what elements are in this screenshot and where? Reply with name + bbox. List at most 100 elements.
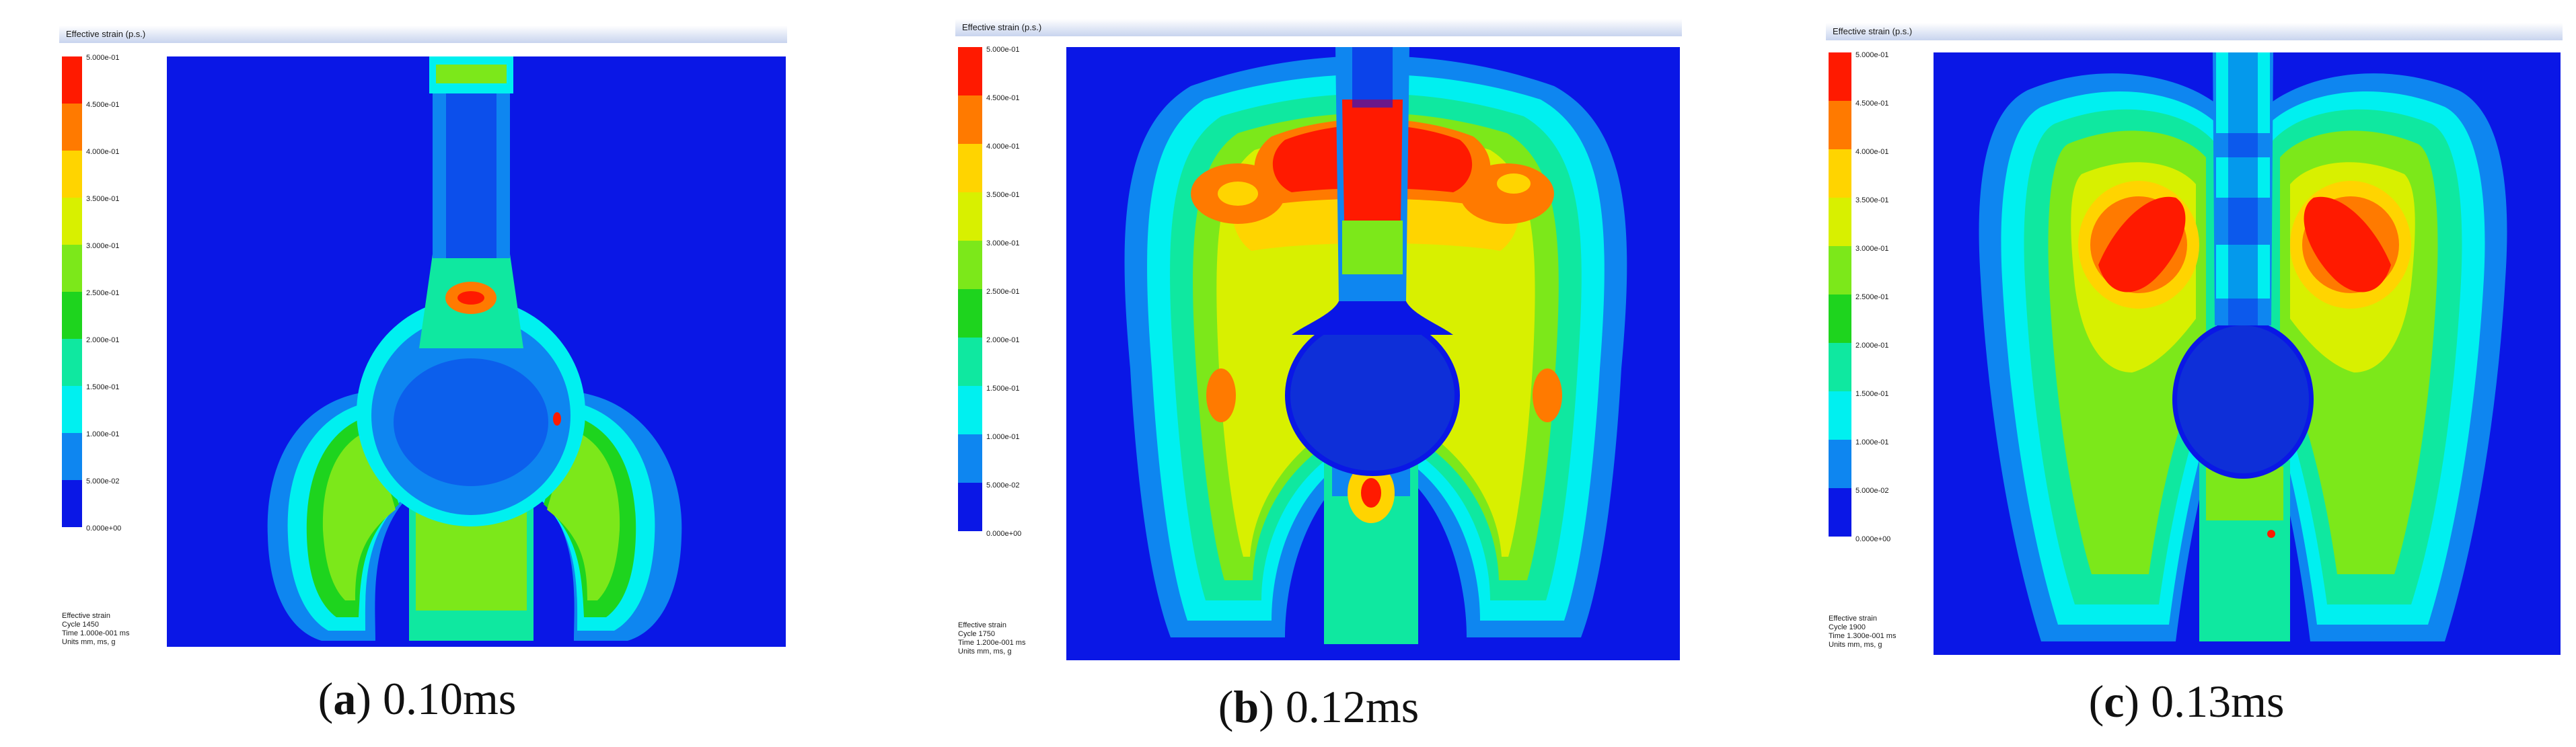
legend-tick: 1.500e-01 bbox=[1855, 390, 1889, 398]
info-block: Effective strain Cycle 1900 Time 1.300e-… bbox=[1829, 615, 1896, 650]
header-bar: Effective strain (p.s.) bbox=[955, 19, 1682, 36]
contour-plot-c bbox=[1829, 52, 2561, 655]
caption-letter: b bbox=[1233, 681, 1259, 732]
legend-swatch bbox=[62, 245, 82, 292]
header-bar: Effective strain (p.s.) bbox=[59, 26, 787, 43]
legend-swatch bbox=[958, 483, 982, 531]
legend-tick: 1.000e-01 bbox=[986, 433, 1020, 441]
legend-swatch bbox=[1829, 246, 1851, 294]
header-bar: Effective strain (p.s.) bbox=[1826, 23, 2563, 40]
legend-tick: 5.000e-02 bbox=[1855, 487, 1889, 495]
legend-tick: 4.000e-01 bbox=[86, 148, 120, 156]
legend-bar bbox=[958, 47, 982, 531]
info-line: Cycle 1450 bbox=[62, 621, 100, 629]
info-line: Cycle 1750 bbox=[958, 630, 996, 638]
legend-swatch bbox=[62, 386, 82, 433]
legend-tick: 3.000e-01 bbox=[1855, 245, 1889, 253]
caption-a: (a) 0.10ms bbox=[318, 673, 517, 724]
legend-tick: 4.500e-01 bbox=[1855, 100, 1889, 108]
simulation-frame-c: Effective strain (p.s.) bbox=[1826, 23, 2563, 662]
legend-swatch bbox=[62, 56, 82, 104]
legend-swatch bbox=[1829, 52, 1851, 101]
legend-tick: 2.500e-01 bbox=[86, 289, 120, 297]
legend-swatch bbox=[62, 292, 82, 339]
info-line: Effective strain bbox=[1829, 615, 1877, 623]
legend-tick: 2.500e-01 bbox=[986, 288, 1020, 296]
caption-time: 0.12ms bbox=[1285, 681, 1420, 732]
info-line: Time 1.000e-001 ms bbox=[62, 629, 130, 637]
legend-swatch bbox=[62, 151, 82, 198]
header-text: Effective strain (p.s.) bbox=[962, 22, 1042, 32]
legend-tick: 1.000e-01 bbox=[86, 430, 120, 438]
legend-tick: 4.000e-01 bbox=[986, 143, 1020, 151]
legend-tick: 5.000e-01 bbox=[86, 54, 120, 62]
legend-swatch bbox=[958, 192, 982, 241]
legend-swatch bbox=[62, 339, 82, 386]
legend-tick: 0.000e+00 bbox=[1855, 535, 1891, 543]
legend-tick: 2.000e-01 bbox=[86, 336, 120, 344]
caption-time: 0.13ms bbox=[2151, 676, 2285, 727]
legend-swatch bbox=[958, 144, 982, 192]
legend-swatch bbox=[1829, 440, 1851, 488]
caption-time: 0.10ms bbox=[382, 673, 517, 724]
caption-c: (c) 0.13ms bbox=[2088, 676, 2285, 727]
legend-tick: 3.000e-01 bbox=[986, 239, 1020, 247]
legend-swatch bbox=[958, 434, 982, 483]
legend-tick: 3.500e-01 bbox=[1855, 196, 1889, 204]
info-line: Cycle 1900 bbox=[1829, 623, 1866, 631]
caption-letter: c bbox=[2104, 676, 2125, 727]
legend-tick: 4.500e-01 bbox=[86, 101, 120, 109]
legend-tick: 5.000e-02 bbox=[986, 481, 1020, 489]
legend-tick: 2.000e-01 bbox=[986, 336, 1020, 344]
info-line: Time 1.200e-001 ms bbox=[958, 639, 1026, 647]
simulation-frame-b: Effective strain (p.s.) bbox=[955, 19, 1682, 668]
info-line: Units mm, ms, g bbox=[958, 647, 1012, 656]
legend-swatch bbox=[1829, 391, 1851, 440]
legend-bar bbox=[1829, 52, 1851, 537]
legend-tick: 1.500e-01 bbox=[86, 383, 120, 391]
legend-swatch bbox=[958, 386, 982, 434]
plot-area bbox=[1066, 47, 1680, 660]
legend-swatch bbox=[958, 241, 982, 289]
header-text: Effective strain (p.s.) bbox=[66, 29, 146, 39]
info-line: Time 1.300e-001 ms bbox=[1829, 632, 1897, 640]
legend-tick: 1.500e-01 bbox=[986, 385, 1020, 393]
legend-tick: 4.000e-01 bbox=[1855, 148, 1889, 156]
info-line: Units mm, ms, g bbox=[1829, 641, 1882, 649]
header-text: Effective strain (p.s.) bbox=[1833, 26, 1913, 36]
contour-plot-b bbox=[958, 47, 1680, 660]
legend-swatch bbox=[958, 289, 982, 338]
legend-swatch bbox=[62, 480, 82, 527]
legend-swatch bbox=[62, 198, 82, 245]
legend-bar bbox=[62, 56, 82, 527]
caption-b: (b) 0.12ms bbox=[1218, 681, 1420, 732]
legend-tick: 4.500e-01 bbox=[986, 94, 1020, 102]
contour-plot-a bbox=[62, 56, 786, 647]
legend-tick: 3.500e-01 bbox=[86, 195, 120, 203]
info-line: Effective strain bbox=[62, 612, 110, 620]
legend-tick: 5.000e-02 bbox=[86, 477, 120, 485]
caption-letter: a bbox=[333, 673, 357, 724]
legend-tick: 3.000e-01 bbox=[86, 242, 120, 250]
legend-swatch bbox=[62, 433, 82, 480]
legend-swatch bbox=[1829, 198, 1851, 246]
info-line: Effective strain bbox=[958, 621, 1006, 629]
legend-swatch bbox=[958, 338, 982, 386]
legend-tick: 5.000e-01 bbox=[986, 46, 1020, 54]
legend-swatch bbox=[1829, 343, 1851, 391]
legend-swatch bbox=[958, 47, 982, 95]
info-block: Effective strain Cycle 1450 Time 1.000e-… bbox=[62, 612, 129, 647]
simulation-frame-a: Effective strain (p.s.) bbox=[59, 26, 787, 658]
legend-swatch bbox=[1829, 101, 1851, 149]
info-line: Units mm, ms, g bbox=[62, 638, 116, 646]
legend-swatch bbox=[1829, 149, 1851, 198]
legend-swatch bbox=[1829, 488, 1851, 537]
legend-tick: 0.000e+00 bbox=[986, 530, 1022, 538]
plot-area bbox=[1934, 52, 2561, 655]
legend-tick: 2.000e-01 bbox=[1855, 342, 1889, 350]
legend-swatch bbox=[958, 95, 982, 144]
legend-tick: 1.000e-01 bbox=[1855, 438, 1889, 446]
legend-tick: 0.000e+00 bbox=[86, 524, 122, 533]
legend-swatch bbox=[1829, 294, 1851, 343]
legend-swatch bbox=[62, 104, 82, 151]
